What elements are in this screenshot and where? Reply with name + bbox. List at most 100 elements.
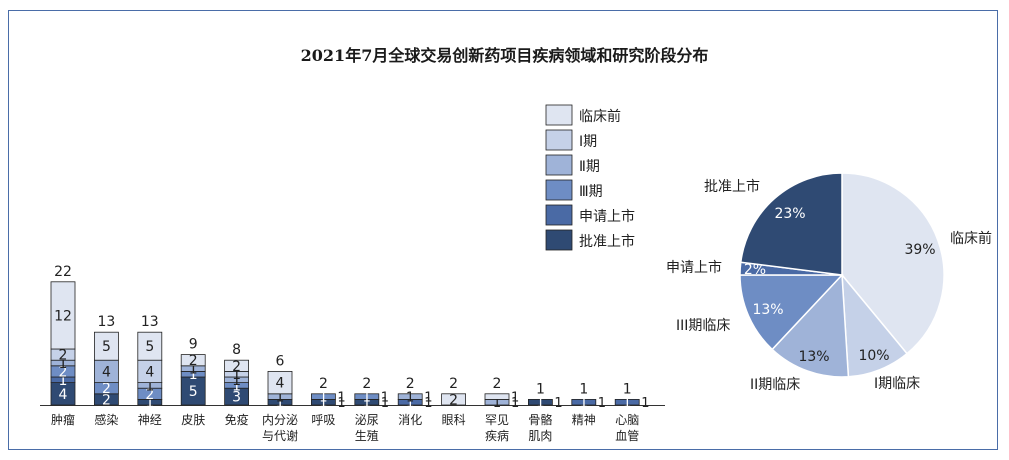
bar-value-label: 1 — [493, 396, 501, 411]
category-label: 心脑 — [615, 413, 639, 427]
bar-segment — [354, 393, 380, 400]
bar-value-label: 1 — [536, 396, 544, 411]
category-label: 泌尿 — [355, 413, 379, 427]
category-label: 感染 — [94, 412, 118, 427]
bar-total-label: 6 — [276, 353, 285, 369]
bar-segment — [267, 370, 293, 395]
legend-swatch — [545, 204, 573, 226]
bar-side-label: 1 — [598, 396, 606, 411]
bar-side-label: 1 — [381, 391, 389, 406]
bar-total-label: 13 — [141, 314, 159, 330]
pie-slice-name: I期临床 — [874, 376, 920, 392]
bar-total-label: 13 — [97, 314, 115, 330]
bar-side-label: 1 — [424, 391, 432, 406]
legend-label: Ⅰ期 — [579, 134, 597, 150]
legend-label: 申请上市 — [579, 208, 635, 225]
bar-value-label: 2 — [59, 364, 68, 380]
bar-total-label: 1 — [536, 381, 545, 397]
pie-slice-name: III期临床 — [676, 318, 730, 334]
bar-value-label: 5 — [189, 384, 198, 400]
legend-label: 批准上市 — [579, 233, 635, 250]
category-label: 疾病 — [485, 428, 509, 443]
category-label: 消化 — [398, 413, 422, 427]
bar-segment — [397, 393, 423, 400]
bar-side-label: 1 — [511, 396, 519, 411]
bar-segment — [137, 331, 163, 361]
bar-segment — [50, 281, 76, 350]
bar-total-label: 2 — [493, 376, 502, 392]
category-label: 呼吸 — [311, 413, 335, 427]
bar-value-label: 1 — [406, 391, 414, 406]
category-label: 内分泌 — [262, 413, 298, 427]
bar-value-label: 5 — [102, 339, 111, 355]
bar-value-label: 2 — [189, 353, 198, 369]
bar-total-label: 2 — [406, 376, 415, 392]
bar-segment — [180, 354, 206, 367]
category-label: 免疫 — [225, 412, 249, 427]
bar-value-label: 1 — [623, 396, 631, 411]
bar-value-label: 1 — [189, 367, 198, 383]
legend-swatch — [545, 154, 573, 176]
bar-value-label: 1 — [580, 396, 588, 411]
pie-slice-percent: 39% — [904, 242, 935, 258]
bar-value-label: 1 — [232, 367, 241, 383]
legend-label: Ⅲ期 — [579, 184, 603, 200]
chart-frame — [8, 10, 998, 450]
pie-slice-name: II期临床 — [750, 377, 800, 393]
bar-value-label: 1 — [276, 390, 285, 406]
category-label: 与代谢 — [262, 428, 298, 443]
bar-value-label: 4 — [145, 364, 154, 380]
bar-value-label: 1 — [232, 373, 241, 389]
bar-value-label: 1 — [145, 378, 154, 394]
bar-value-label: 1 — [319, 396, 327, 411]
bar-segment — [528, 398, 553, 406]
pie-slice-name: 批准上市 — [704, 178, 760, 195]
legend-label: 临床前 — [579, 108, 621, 125]
bar-value-label: 1 — [406, 396, 414, 411]
category-label: 肌肉 — [528, 429, 552, 443]
bar-total-label: 1 — [623, 381, 632, 397]
bar-value-label: 4 — [276, 376, 285, 392]
bar-value-label: 1 — [363, 391, 371, 406]
bar-side-label: 1 — [641, 396, 649, 411]
pie-slice-percent: 13% — [798, 349, 829, 365]
category-label: 肿瘤 — [51, 412, 75, 427]
bar-total-label: 1 — [579, 381, 588, 397]
category-label: 罕见 — [485, 413, 509, 427]
bar-segment — [441, 393, 467, 406]
legend-swatch — [545, 179, 573, 201]
pie-slice — [771, 273, 850, 378]
bar-total-label: 2 — [319, 376, 328, 392]
pie-slice-percent: 13% — [752, 302, 783, 318]
bar-value-label: 1 — [189, 362, 198, 378]
bar-value-label: 1 — [363, 396, 371, 411]
bar-value-label: 2 — [102, 392, 111, 408]
category-label: 生殖 — [355, 428, 379, 443]
bar-value-label: 2 — [449, 392, 458, 408]
bar-value-label: 1 — [276, 395, 285, 411]
bar-value-label: 1 — [319, 391, 327, 406]
category-label: 骨骼 — [528, 412, 552, 427]
bar-segment — [484, 393, 510, 400]
bar-value-label: 12 — [54, 308, 72, 324]
bar-value-label: 2 — [102, 381, 111, 397]
bar-value-label: 1 — [145, 395, 154, 411]
bar-side-label: 1 — [381, 396, 389, 411]
bar-value-label: 3 — [232, 390, 241, 406]
bar-segment — [224, 359, 250, 372]
legend-swatch — [545, 129, 573, 151]
bar-total-label: 2 — [449, 376, 458, 392]
bar-total-label: 2 — [362, 376, 371, 392]
bar-side-label: 1 — [337, 396, 345, 411]
bar-segment — [571, 398, 597, 406]
pie-slice-name: 临床前 — [950, 230, 992, 247]
bar-value-label: 2 — [145, 387, 154, 403]
category-label: 血管 — [615, 428, 639, 443]
bar-value-label: 1 — [59, 373, 68, 389]
bar-value-label: 2 — [232, 359, 241, 375]
bar-side-label: 1 — [337, 391, 345, 406]
legend-swatch — [545, 229, 573, 251]
